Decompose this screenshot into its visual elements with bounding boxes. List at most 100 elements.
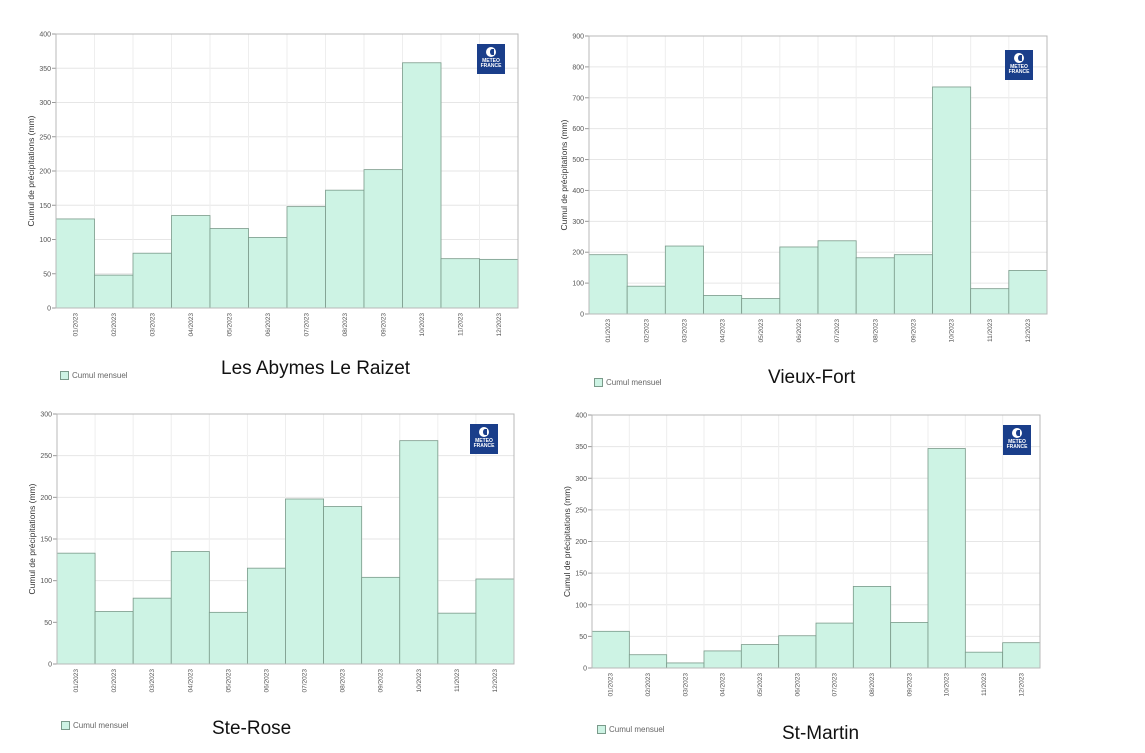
x-tick-label: 09/2023 — [906, 673, 913, 697]
y-axis-title: Cumul de précipitations (mm) — [562, 486, 572, 597]
y-tick-label: 350 — [575, 444, 587, 451]
bar — [440, 258, 480, 309]
meteo-france-logo-text: METEO FRANCE — [1006, 439, 1028, 450]
chart-panel-ste-rose: 0 50 100 150 200 250 300 01/2023 02/2023 03/2023 0… — [0, 0, 570, 753]
x-tick-label: 12/2023 — [496, 313, 503, 337]
y-tick-label: 0 — [583, 666, 587, 673]
x-tick-label: 12/2023 — [1025, 319, 1032, 343]
y-tick-label: 0 — [47, 306, 51, 313]
chart-panel-vieux-fort: 0 100 200 300 400 500 600 700 800 900 01/2023 02/20… — [559, 34, 1048, 388]
y-tick-label: 200 — [39, 169, 51, 176]
legend-swatch — [61, 721, 70, 730]
y-tick-label: 150 — [39, 203, 51, 210]
bar-chart-vieux-fort: 0 100 200 300 400 500 600 700 800 900 01/2023 02/20… — [559, 34, 1048, 343]
x-tick-label: 06/2023 — [265, 313, 272, 337]
bar — [626, 285, 666, 315]
bar — [363, 169, 403, 309]
bar — [1008, 270, 1048, 315]
x-tick-label: 10/2023 — [419, 313, 426, 337]
y-tick-label: 300 — [40, 412, 52, 419]
station-title: Les Abymes Le Raizet — [221, 358, 411, 379]
x-tick-label: 04/2023 — [188, 313, 195, 337]
y-tick-label: 200 — [40, 495, 52, 502]
x-tick-label: 02/2023 — [111, 669, 118, 693]
bar — [55, 218, 95, 309]
bar — [815, 622, 854, 669]
y-tick-label: 500 — [572, 157, 584, 164]
bar — [208, 611, 248, 665]
bar — [285, 498, 324, 665]
y-tick-label: 400 — [39, 32, 51, 39]
legend-label: Cumul mensuel — [606, 378, 662, 387]
legend-label: Cumul mensuel — [72, 371, 128, 380]
bar — [970, 288, 1010, 315]
meteo-france-logo-mark — [1014, 53, 1024, 63]
meteo-france-logo-text: METEO FRANCE — [480, 58, 502, 69]
y-tick-label: 150 — [40, 537, 52, 544]
bar — [475, 578, 515, 665]
chart-legend: Cumul mensuel — [60, 371, 128, 380]
x-tick-label: 02/2023 — [111, 313, 118, 337]
x-tick-label: 07/2023 — [832, 673, 839, 697]
bar — [247, 567, 286, 665]
y-tick-label: 600 — [572, 126, 584, 133]
y-tick-label: 200 — [575, 539, 587, 546]
y-tick-label: 700 — [572, 95, 584, 102]
legend-label: Cumul mensuel — [73, 721, 129, 730]
bar — [479, 258, 519, 309]
x-tick-label: 07/2023 — [303, 313, 310, 337]
x-tick-label: 07/2023 — [834, 319, 841, 343]
x-tick-label: 10/2023 — [416, 669, 423, 693]
bar — [402, 62, 442, 309]
station-title: St-Martin — [782, 723, 860, 744]
y-axis-title: Cumul de précipitations (mm) — [559, 119, 569, 230]
bar — [778, 635, 817, 669]
x-tick-label: 06/2023 — [796, 319, 803, 343]
x-tick-label: 03/2023 — [682, 673, 689, 697]
x-tick-label: 03/2023 — [681, 319, 688, 343]
station-title: Ste-Rose — [212, 718, 292, 739]
x-tick-label: 11/2023 — [454, 669, 461, 692]
bar — [628, 654, 668, 669]
x-tick-label: 09/2023 — [378, 669, 385, 693]
bar — [399, 440, 439, 665]
bar — [666, 662, 705, 669]
y-tick-label: 0 — [580, 312, 584, 319]
bar — [740, 644, 780, 669]
bar — [703, 650, 742, 669]
bar — [890, 622, 929, 669]
x-tick-label: 05/2023 — [758, 319, 765, 343]
legend-swatch — [597, 725, 606, 734]
meteo-france-logo: METEO FRANCE — [470, 424, 498, 454]
station-title: Vieux-Fort — [768, 367, 856, 388]
bar — [852, 586, 892, 669]
y-tick-label: 300 — [575, 476, 587, 483]
bar-chart-les-abymes: 0 50 100 150 200 250 300 350 400 01/2023 02/2023 03… — [26, 32, 519, 337]
meteo-france-logo-mark — [479, 427, 489, 437]
y-tick-label: 300 — [572, 219, 584, 226]
y-tick-label: 200 — [572, 250, 584, 257]
x-tick-label: 10/2023 — [944, 673, 951, 697]
x-tick-label: 02/2023 — [643, 319, 650, 343]
legend-swatch — [60, 371, 69, 380]
chart-legend: Cumul mensuel — [594, 378, 662, 387]
y-tick-label: 400 — [572, 188, 584, 195]
meteo-france-logo: METEO FRANCE — [1003, 425, 1031, 455]
legend-swatch — [594, 378, 603, 387]
x-tick-label: 09/2023 — [380, 313, 387, 337]
bar — [964, 651, 1004, 669]
bar — [927, 448, 966, 669]
bar — [1002, 642, 1041, 669]
y-tick-label: 0 — [48, 662, 52, 669]
plot-frame — [56, 413, 515, 665]
meteo-france-logo: METEO FRANCE — [1005, 50, 1033, 80]
x-tick-label: 05/2023 — [226, 313, 233, 337]
y-tick-label: 900 — [572, 34, 584, 41]
bar — [132, 252, 172, 309]
bar — [209, 228, 249, 309]
x-tick-label: 04/2023 — [187, 669, 194, 693]
chart-panel-les-abymes: 0 50 100 150 200 250 300 350 400 01/2023 02/2023 03… — [0, 0, 570, 390]
x-tick-label: 02/2023 — [645, 673, 652, 697]
bar — [361, 576, 401, 665]
y-tick-label: 50 — [579, 634, 587, 641]
